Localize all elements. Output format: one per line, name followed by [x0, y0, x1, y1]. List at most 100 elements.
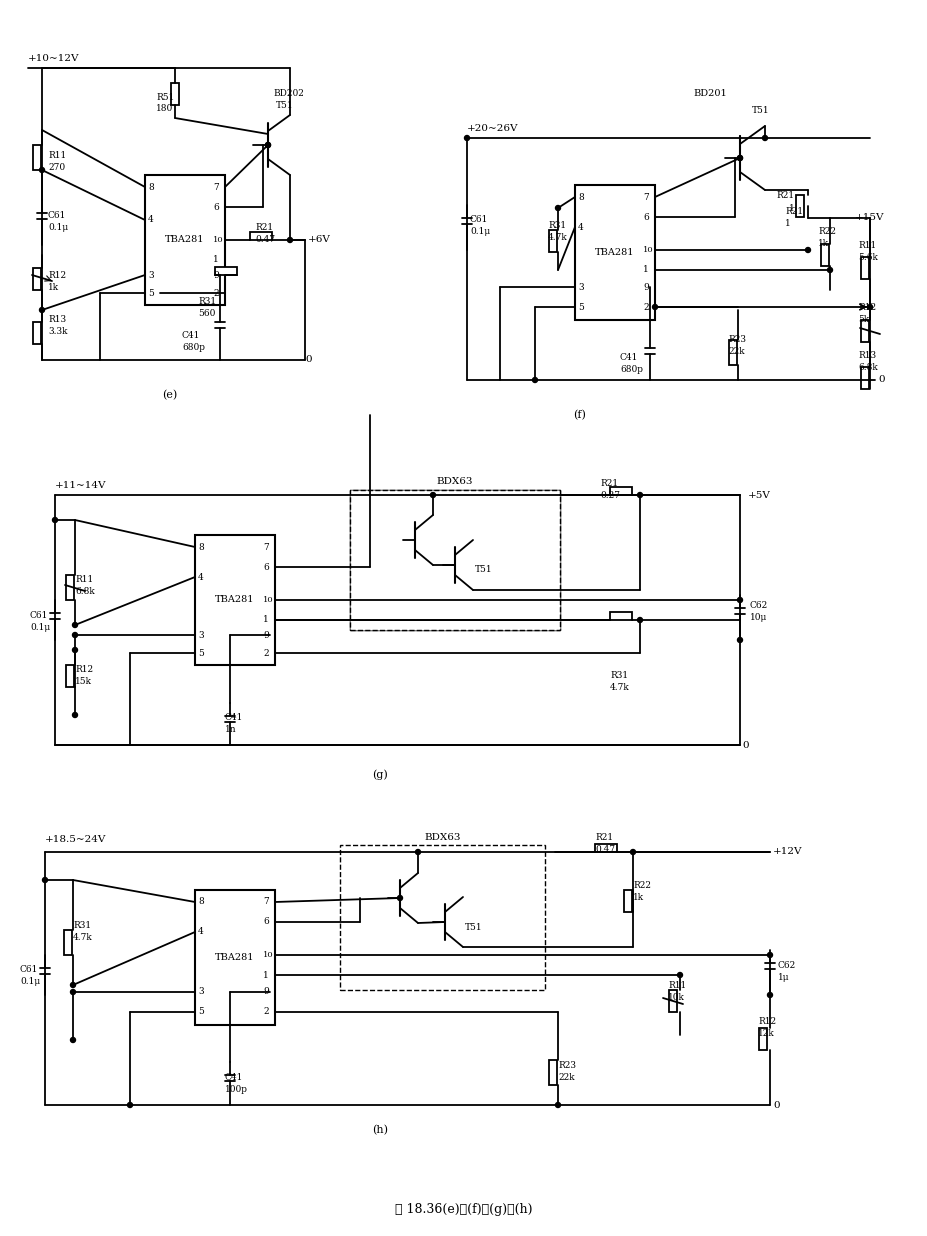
Text: 15k: 15k [75, 677, 92, 686]
Circle shape [72, 633, 78, 638]
Text: R21: R21 [600, 478, 617, 487]
Bar [66, 575, 74, 599]
Text: 1k: 1k [632, 892, 643, 901]
Text: 7: 7 [262, 543, 269, 551]
Circle shape [737, 597, 742, 602]
Text: T51: T51 [751, 105, 768, 115]
Bar [594, 844, 616, 852]
Text: R22: R22 [817, 227, 835, 236]
Text: R21: R21 [255, 224, 273, 232]
Bar [575, 185, 654, 320]
Text: R22: R22 [632, 880, 651, 890]
Circle shape [637, 492, 641, 498]
Bar [668, 990, 677, 1012]
Text: 6.8k: 6.8k [75, 587, 95, 597]
Text: 5k: 5k [857, 315, 869, 325]
Text: +15V: +15V [854, 214, 883, 222]
Circle shape [629, 849, 635, 854]
Circle shape [265, 142, 270, 147]
Text: R21: R21 [776, 190, 794, 199]
Text: BDX63: BDX63 [424, 833, 460, 842]
Bar [609, 612, 631, 620]
Text: 9: 9 [642, 283, 648, 292]
Text: 0.1μ: 0.1μ [469, 227, 489, 236]
Circle shape [737, 156, 742, 161]
Text: 8: 8 [197, 897, 204, 906]
Circle shape [805, 247, 809, 252]
Text: 10: 10 [262, 950, 273, 959]
Circle shape [70, 990, 75, 995]
Circle shape [867, 304, 871, 309]
Text: R23: R23 [557, 1060, 576, 1069]
Text: 3: 3 [197, 630, 203, 639]
Text: T51: T51 [475, 566, 492, 575]
Text: R13: R13 [48, 315, 66, 325]
Text: C41: C41 [619, 353, 638, 362]
Text: 6.8k: 6.8k [857, 362, 877, 372]
Bar [729, 340, 736, 365]
Circle shape [762, 136, 767, 141]
Bar [349, 489, 559, 630]
Text: +12V: +12V [772, 848, 802, 857]
Text: TBA281: TBA281 [215, 953, 255, 962]
Text: 0.47: 0.47 [594, 845, 615, 854]
Text: 3: 3 [578, 283, 583, 292]
Circle shape [415, 849, 420, 854]
Circle shape [767, 993, 771, 997]
Text: (h): (h) [372, 1125, 387, 1135]
Text: C61: C61 [30, 611, 48, 619]
Bar [549, 1060, 556, 1085]
Text: +10~12V: +10~12V [28, 53, 80, 63]
Text: 4: 4 [147, 215, 154, 225]
Text: R21: R21 [784, 208, 802, 216]
Text: 0.27: 0.27 [600, 491, 619, 499]
Text: 680p: 680p [182, 342, 205, 351]
Circle shape [430, 492, 435, 498]
Text: 12k: 12k [757, 1030, 774, 1038]
Circle shape [555, 1103, 560, 1107]
Circle shape [677, 973, 681, 978]
Bar [349, 489, 559, 630]
Text: 7: 7 [642, 193, 648, 201]
Text: (g): (g) [372, 770, 387, 780]
Text: 100p: 100p [224, 1085, 248, 1095]
Text: 1: 1 [213, 256, 219, 265]
Text: 10μ: 10μ [749, 613, 767, 622]
Text: R51: R51 [156, 93, 174, 101]
Text: R31: R31 [548, 220, 565, 230]
Text: C41: C41 [224, 712, 243, 722]
Bar [623, 890, 631, 912]
Text: R31: R31 [197, 298, 216, 307]
Text: 9: 9 [262, 988, 269, 996]
Text: T51: T51 [464, 922, 482, 932]
Text: 4: 4 [578, 222, 583, 231]
Text: R23: R23 [727, 335, 745, 345]
Text: 0.1μ: 0.1μ [20, 978, 40, 986]
Text: C61: C61 [20, 965, 38, 974]
Circle shape [127, 1103, 133, 1107]
Text: 1k: 1k [48, 283, 59, 292]
Circle shape [43, 878, 47, 883]
Bar [339, 845, 544, 990]
Circle shape [70, 1037, 75, 1042]
Circle shape [53, 518, 57, 523]
Text: 0.1μ: 0.1μ [30, 623, 50, 632]
Text: 1k: 1k [817, 240, 828, 248]
Text: C41: C41 [224, 1074, 243, 1083]
Circle shape [40, 308, 44, 313]
Circle shape [464, 136, 469, 141]
Text: 22k: 22k [557, 1073, 574, 1082]
Text: R12: R12 [757, 1017, 775, 1027]
Text: 图 18.36(e)、(f)、(g)、(h): 图 18.36(e)、(f)、(g)、(h) [395, 1204, 532, 1216]
Text: BD202: BD202 [273, 89, 303, 98]
Text: 5: 5 [197, 649, 204, 658]
Circle shape [737, 638, 742, 643]
Text: +5V: +5V [747, 491, 770, 499]
Text: 6: 6 [213, 203, 219, 211]
Bar [758, 1028, 767, 1051]
Text: R13: R13 [857, 351, 875, 360]
Text: +6V: +6V [308, 236, 331, 245]
Text: BD201: BD201 [692, 89, 726, 98]
Bar [64, 929, 72, 955]
Bar [795, 195, 803, 218]
